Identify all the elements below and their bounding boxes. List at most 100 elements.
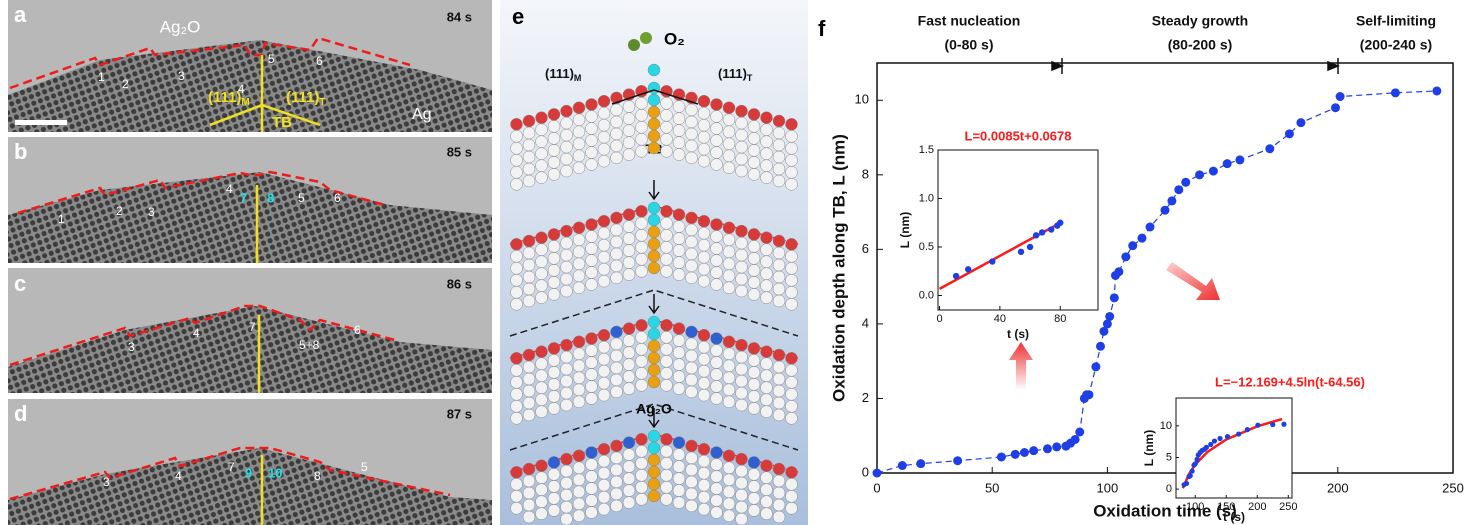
- atom: [536, 346, 548, 358]
- atom: [661, 445, 673, 457]
- atom: [598, 119, 610, 131]
- atom: [511, 466, 523, 478]
- atom: [748, 156, 760, 168]
- atom: [611, 338, 623, 350]
- plot-frame: [1176, 398, 1292, 498]
- atom: [686, 386, 698, 398]
- atom: [673, 473, 685, 485]
- atom: [636, 133, 648, 145]
- y-tick-label: 8: [862, 166, 869, 181]
- o2-molecule: [640, 32, 652, 44]
- data-point: [1285, 129, 1294, 138]
- atom: [573, 270, 585, 282]
- atom: [761, 112, 773, 124]
- data-point: [1052, 442, 1061, 451]
- atom: [536, 112, 548, 124]
- atom: [573, 336, 585, 348]
- data-point: [1057, 220, 1063, 226]
- atom: [673, 269, 685, 281]
- atom: [598, 389, 610, 401]
- atom: [536, 508, 548, 520]
- atom: [698, 455, 710, 467]
- atom: [673, 335, 685, 347]
- step-label: 2: [122, 77, 129, 91]
- x-tick-label: 200: [1248, 501, 1266, 513]
- atom: [661, 121, 673, 133]
- atom: [523, 283, 535, 295]
- atom: [761, 268, 773, 280]
- atom: [748, 390, 760, 402]
- atom: [511, 238, 523, 250]
- step-label: 7: [240, 190, 247, 205]
- atom: [736, 387, 748, 399]
- atom: [661, 469, 673, 481]
- atom: [611, 326, 623, 338]
- atom: [723, 360, 735, 372]
- atom: [648, 64, 660, 76]
- atom: [773, 349, 785, 361]
- atom: [698, 95, 710, 107]
- atom: [561, 105, 573, 117]
- atom: [661, 265, 673, 277]
- atom: [523, 271, 535, 283]
- atom: [736, 465, 748, 477]
- atom: [598, 131, 610, 143]
- data-point: [1096, 342, 1105, 351]
- atom: [698, 491, 710, 503]
- atom: [648, 328, 660, 340]
- atom: [573, 282, 585, 294]
- atom: [648, 250, 660, 262]
- atom: [636, 367, 648, 379]
- atom: [623, 497, 635, 509]
- atom: [673, 497, 685, 509]
- atom: [586, 393, 598, 405]
- data-point: [1128, 241, 1137, 250]
- atom: [636, 433, 648, 445]
- data-point: [1048, 226, 1054, 232]
- data-point: [1217, 436, 1222, 441]
- atom: [548, 252, 560, 264]
- atom: [723, 234, 735, 246]
- atom: [536, 496, 548, 508]
- data-point: [1194, 457, 1199, 462]
- atom: [748, 468, 760, 480]
- atom: [773, 463, 785, 475]
- atom: [686, 440, 698, 452]
- atom: [511, 286, 523, 298]
- atom: [773, 487, 785, 499]
- atom: [636, 331, 648, 343]
- atom: [736, 249, 748, 261]
- atom: [561, 225, 573, 237]
- atom: [611, 272, 623, 284]
- atom: [511, 130, 523, 142]
- atom: [686, 338, 698, 350]
- atom: [598, 95, 610, 107]
- atom: [636, 253, 648, 265]
- atom: [723, 462, 735, 474]
- atom: [711, 255, 723, 267]
- atom: [623, 269, 635, 281]
- step-label: 6: [316, 54, 323, 68]
- atom: [736, 501, 748, 513]
- atom: [523, 235, 535, 247]
- atom: [736, 513, 748, 525]
- atom: [611, 386, 623, 398]
- atom: [773, 283, 785, 295]
- atom: [773, 259, 785, 271]
- atom: [686, 500, 698, 512]
- fit-equation: L=0.0085t+0.0678: [965, 128, 1072, 143]
- y-axis-label: L (nm): [1142, 430, 1156, 466]
- atom: [748, 252, 760, 264]
- atom: [661, 319, 673, 331]
- atom: [673, 221, 685, 233]
- atom: [736, 153, 748, 165]
- atom: [611, 500, 623, 512]
- atom: [686, 236, 698, 248]
- atom: [761, 484, 773, 496]
- o2-molecule: [628, 39, 640, 51]
- data-point: [1296, 118, 1305, 127]
- atom: [611, 128, 623, 140]
- atom: [636, 121, 648, 133]
- data-point: [1255, 423, 1260, 428]
- atom: [573, 360, 585, 372]
